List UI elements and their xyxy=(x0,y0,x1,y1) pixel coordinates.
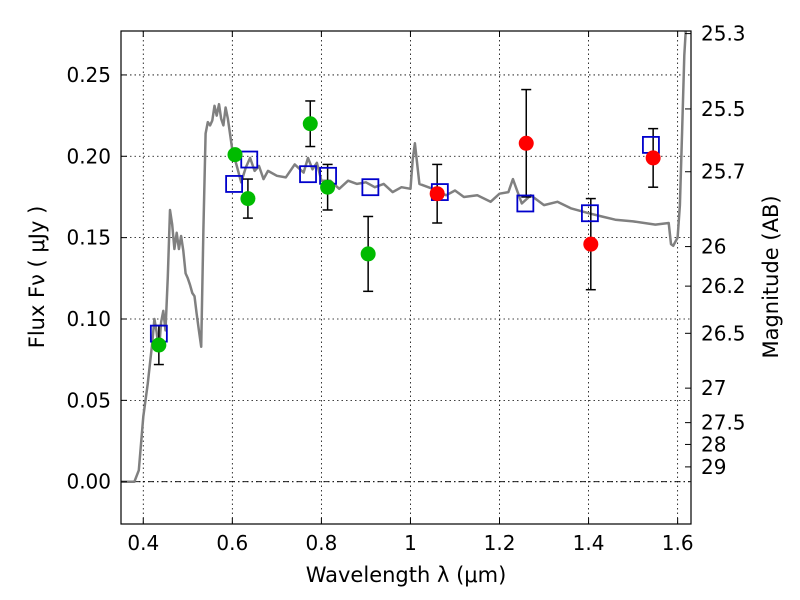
nir-point xyxy=(645,150,661,166)
y-tick-label: 0.20 xyxy=(66,144,111,168)
y-tick-label: 0.00 xyxy=(66,470,111,494)
y2-tick-label: 27 xyxy=(701,376,726,400)
y2-tick-label: 27.5 xyxy=(701,411,746,435)
x-tick-label: 0.6 xyxy=(216,531,248,555)
y-tick-label: 0.10 xyxy=(66,307,111,331)
y2-tick-label: 25.7 xyxy=(701,160,746,184)
nir-point xyxy=(429,186,445,202)
synthetic-point xyxy=(581,204,599,223)
y-tick-label: 0.15 xyxy=(66,226,111,250)
y2-tick-label: 25.3 xyxy=(701,22,746,46)
x-tick-label: 1.6 xyxy=(662,531,694,555)
x-tick-label: 1.2 xyxy=(484,531,516,555)
x-axis-label: Wavelength λ (μm) xyxy=(306,563,507,587)
data-markers xyxy=(149,116,661,353)
y2-tick-label: 28 xyxy=(701,432,726,456)
y2-tick-label: 25.5 xyxy=(701,97,746,121)
y-axis-label: Flux Fν ( μJy ) xyxy=(25,206,49,349)
synthetic-point xyxy=(361,178,380,197)
nir-point xyxy=(518,135,534,151)
synthetic-point xyxy=(516,194,535,213)
nir-point xyxy=(583,236,599,252)
hst-point xyxy=(240,191,256,207)
y2-tick-label: 26.5 xyxy=(701,321,746,345)
synthetic-point xyxy=(299,165,317,184)
x-tick-label: 1.4 xyxy=(573,531,605,555)
y-tick-label: 0.25 xyxy=(66,63,111,87)
y2-tick-label: 29 xyxy=(701,455,726,479)
y2-tick-label: 26.2 xyxy=(701,274,746,298)
y-tick-label: 0.05 xyxy=(66,388,111,412)
plot-area xyxy=(121,31,691,524)
hst-point xyxy=(151,337,167,353)
synthetic-point xyxy=(240,150,259,169)
hst-point xyxy=(320,179,336,195)
x-ticks: 0.4 0.6 0.8 1 1.2 1.4 1.6 xyxy=(127,31,694,555)
y2-tick-label: 26 xyxy=(701,235,726,259)
y2-axis-label: Magnitude (AB) xyxy=(759,195,783,358)
y-ticks: 0.00 0.05 0.10 0.15 0.20 0.25 xyxy=(66,63,127,494)
hst-point xyxy=(227,147,243,163)
x-tick-label: 1 xyxy=(404,531,417,555)
hst-point xyxy=(360,246,376,262)
x-tick-label: 0.4 xyxy=(127,531,159,555)
synthetic-point xyxy=(225,175,244,193)
plot-frame xyxy=(120,30,692,525)
x-tick-label: 0.8 xyxy=(305,531,337,555)
hst-point xyxy=(302,116,318,132)
